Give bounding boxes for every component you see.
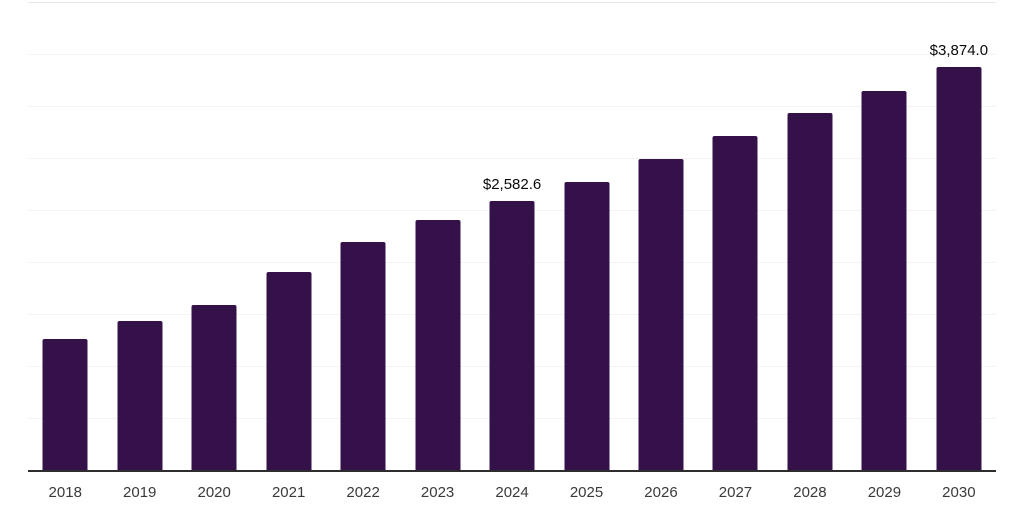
data-label-2030: $3,874.0 [929, 42, 989, 60]
column-2021 [251, 2, 325, 470]
bar-2024 [489, 201, 535, 470]
column-2029 [847, 2, 921, 470]
x-tick-label-2024: 2024 [495, 484, 529, 501]
bar-2025 [564, 181, 610, 470]
bar-2022 [340, 242, 386, 470]
column-2024: $2,582.6 [475, 2, 549, 470]
x-tick-label-2021: 2021 [271, 484, 306, 501]
bar-2018 [42, 339, 88, 470]
column-2030: $3,874.0 [922, 2, 996, 470]
bar-2028 [787, 113, 833, 470]
x-tick-label-2022: 2022 [346, 484, 380, 501]
plot-area: $2,582.6 $3,874.0 [28, 2, 996, 472]
x-tick-label-2027: 2027 [718, 484, 753, 501]
column-2027 [698, 2, 772, 470]
gridline-4500 [28, 2, 996, 3]
x-tick-label-2018: 2018 [48, 484, 82, 501]
data-label-2024: $2,582.6 [482, 176, 542, 194]
bar-2026 [638, 159, 684, 470]
column-2023 [400, 2, 474, 470]
x-tick-label-2030: 2030 [942, 484, 976, 501]
x-tick-label-2026: 2026 [644, 484, 678, 501]
columns: $2,582.6 $3,874.0 [28, 2, 996, 470]
x-tick-label-2028: 2028 [793, 484, 827, 501]
column-2018 [28, 2, 102, 470]
x-tick-label-2020: 2020 [197, 484, 231, 501]
bar-2027 [712, 136, 758, 470]
x-tick-label-2019: 2019 [123, 484, 157, 501]
column-2026 [624, 2, 698, 470]
column-2028 [773, 2, 847, 470]
bar-2020 [191, 304, 237, 470]
x-tick-label-2029: 2029 [867, 484, 902, 501]
bar-2021 [266, 272, 312, 470]
column-2019 [102, 2, 176, 470]
column-2020 [177, 2, 251, 470]
bar-2019 [117, 321, 163, 470]
bar-2023 [415, 220, 461, 470]
column-2025 [549, 2, 623, 470]
x-tick-label-2025: 2025 [569, 484, 604, 501]
gridline-3500 [28, 106, 996, 107]
bar-2029 [861, 91, 907, 470]
x-tick-label-2023: 2023 [420, 484, 455, 501]
x-axis-labels: 2018 2019 2020 2021 2022 2023 2024 2025 2026 2027… [28, 483, 996, 503]
column-2022 [326, 2, 400, 470]
bar-2030 [936, 67, 982, 470]
gridline-4000 [28, 54, 996, 55]
gridline-3000 [28, 158, 996, 159]
